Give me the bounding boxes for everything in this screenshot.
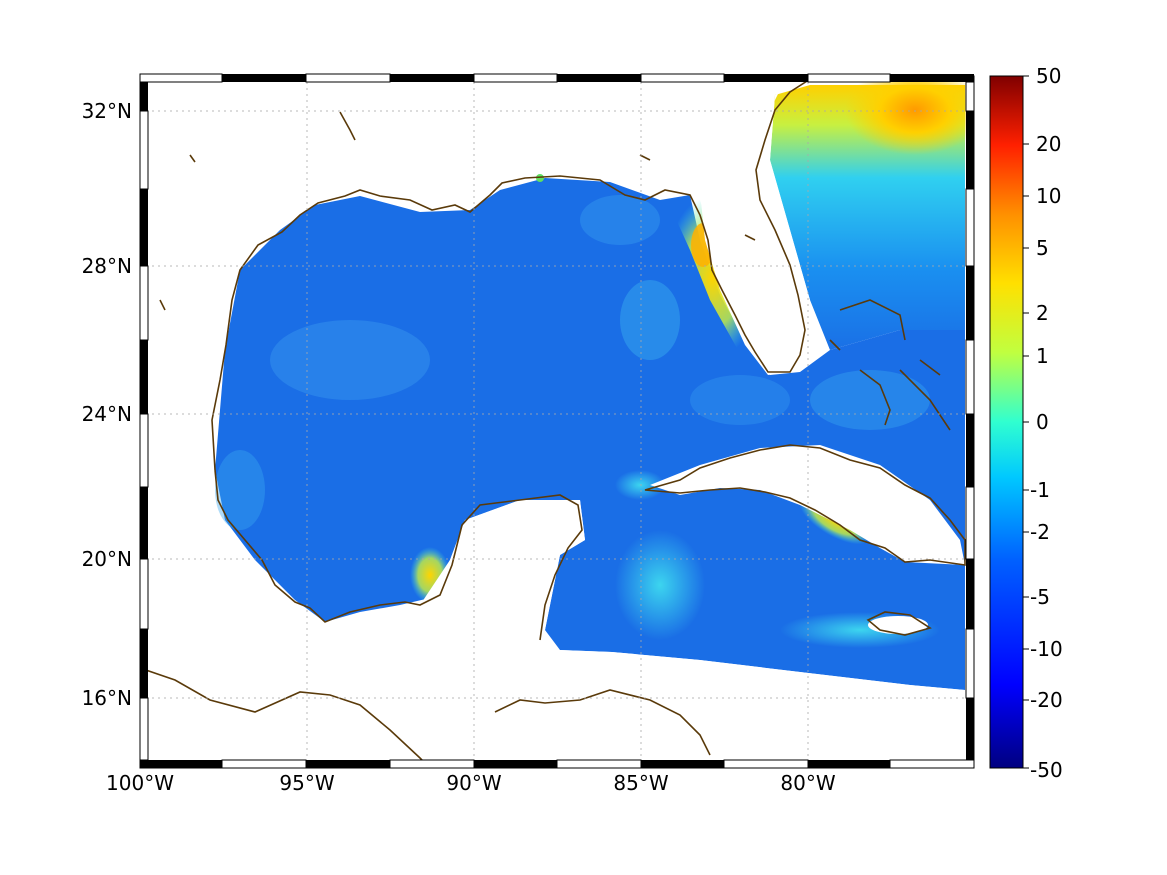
colorbar-gradient xyxy=(989,75,1024,769)
cuba-coast xyxy=(644,444,966,566)
data-field xyxy=(215,76,974,690)
lon-label-100w: 100°W xyxy=(106,771,174,795)
mexico-coast xyxy=(214,469,583,641)
lat-label-32n: 32°N xyxy=(82,99,132,123)
cb-tick-neg1: -1 xyxy=(1030,478,1050,502)
lat-label-24n: 24°N xyxy=(82,402,132,426)
cb-tick-0: 0 xyxy=(1036,410,1049,434)
lon-label-85w: 85°W xyxy=(613,771,668,795)
us-gulf-coast xyxy=(211,76,816,471)
lat-label-16n: 16°N xyxy=(82,686,132,710)
cb-tick-20: 20 xyxy=(1036,132,1061,156)
cb-tick-neg50: -50 xyxy=(1030,758,1063,782)
coastlines xyxy=(140,76,966,768)
map-frame xyxy=(139,73,975,769)
cb-tick-neg10: -10 xyxy=(1030,637,1063,661)
cb-tick-10: 10 xyxy=(1036,184,1061,208)
jamaica-coast xyxy=(866,611,932,636)
cb-tick-5: 5 xyxy=(1036,236,1049,260)
colorbar-ticks: 50 20 10 5 2 1 0 -1 -2 -5 -10 -20 -50 xyxy=(1030,64,1063,782)
lon-label-95w: 95°W xyxy=(279,771,334,795)
colorbar-tick-marks xyxy=(1023,75,1029,769)
cb-tick-neg5: -5 xyxy=(1030,585,1050,609)
lon-label-80w: 80°W xyxy=(780,771,835,795)
central-america-coast xyxy=(140,667,431,768)
lon-label-90w: 90°W xyxy=(446,771,501,795)
bahamas xyxy=(829,299,951,431)
cb-tick-2: 2 xyxy=(1036,301,1049,325)
cb-tick-neg2: -2 xyxy=(1030,520,1050,544)
lat-label-20n: 20°N xyxy=(82,547,132,571)
gulf-field xyxy=(215,178,965,690)
lon-axis: 100°W 95°W 90°W 85°W 80°W xyxy=(106,771,836,795)
cb-tick-neg20: -20 xyxy=(1030,688,1063,712)
grid-lines xyxy=(140,76,974,768)
land-masks xyxy=(140,85,965,768)
lat-label-28n: 28°N xyxy=(82,254,132,278)
colorbar: 50 20 10 5 2 1 0 -1 -2 -5 -10 -20 -50 xyxy=(989,64,1063,782)
cb-tick-1: 1 xyxy=(1036,344,1049,368)
lat-axis: 32°N 28°N 24°N 20°N 16°N xyxy=(82,99,132,710)
cb-tick-50: 50 xyxy=(1036,64,1061,88)
